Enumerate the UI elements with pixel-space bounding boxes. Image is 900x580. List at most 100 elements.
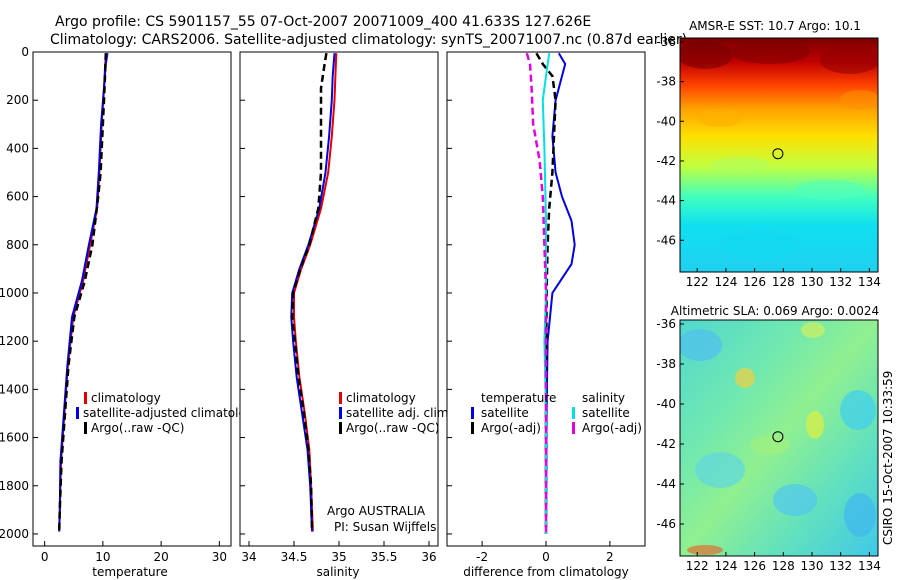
temperature-line-argo-raw-qc: [57, 53, 108, 532]
temperature-xlabel: temperature: [92, 565, 167, 579]
salinity-annotation-line2: PI: Susan Wijffels: [334, 520, 436, 534]
temperature-series: [57, 53, 109, 532]
salinity-xtick-label: 35: [331, 550, 346, 564]
difference-xtick-label: -2: [476, 550, 488, 564]
difference-legend-temperature-header: temperature: [481, 391, 556, 405]
difference-legend-sal-argo: Argo(-adj): [582, 421, 642, 435]
sla-argo-marker: [772, 431, 784, 443]
salinity-panel: 34 34.5 35 35.5 36 salinity climatology sate…: [239, 51, 452, 579]
sst_map-xtick-label: 130: [801, 275, 824, 289]
sst-argo-marker: [772, 148, 784, 160]
sst-map-frame: [679, 37, 879, 273]
sla_map-ytick-label: -42: [656, 437, 676, 451]
temperature-axes-frame: [32, 51, 232, 547]
salinity-legend-argo: Argo(..raw -QC): [346, 421, 439, 435]
salinity-ticks: 34 34.5 35 35.5 36: [240, 51, 437, 564]
sst_map-xtick-label: 128: [772, 275, 795, 289]
temperature-legend-argo-swatch: [84, 422, 87, 434]
pressure-ytick-label: 2000: [0, 527, 29, 541]
salinity-xtick-label: 34.5: [281, 550, 308, 564]
temperature-legend-argo: Argo(..raw -QC): [91, 421, 184, 435]
salinity-legend-argo-swatch: [339, 422, 342, 434]
pressure-ytick-label: 1800: [0, 479, 29, 493]
sst_map-ytick-label: -40: [656, 114, 676, 128]
pressure-ytick-label: 600: [6, 190, 29, 204]
pressure-ytick-label: 200: [6, 93, 29, 107]
sla_map-ytick-label: -40: [656, 397, 676, 411]
sla_map-xtick-label: 130: [801, 559, 824, 573]
sst_map-ytick-label: -44: [656, 194, 676, 208]
difference-legend: temperature satellite Argo(-adj) salinit…: [471, 391, 642, 435]
temperature-xtick-label: 10: [95, 550, 110, 564]
sla_map-xtick-label: 122: [686, 559, 709, 573]
header-line1: Argo profile: CS 5901157_55 07-Oct-2007 …: [55, 14, 591, 30]
difference-ticks: -2 0 2: [447, 51, 614, 564]
pressure-ytick-label: 0: [21, 45, 29, 59]
temperature-ticks: 0 10 20 30 0 200 400 600 800 1000 1200 1400 1600 1800…: [0, 45, 227, 564]
pressure-ytick-label: 1200: [0, 334, 29, 348]
sla-map-panel: Altimetric SLA: 0.069 Argo: 0.0024 122 12…: [656, 304, 880, 573]
difference-xtick-label: 2: [606, 550, 614, 564]
difference-legend-temp-argo: Argo(-adj): [481, 421, 541, 435]
sla_map-xtick-label: 128: [772, 559, 795, 573]
sla_map-xtick-label: 132: [829, 559, 852, 573]
sst_map-xtick-label: 126: [743, 275, 766, 289]
difference-legend-sal-argo-swatch: [572, 422, 575, 434]
salinity-annotation-line1: Argo AUSTRALIA: [327, 504, 426, 518]
sla_map-xtick-label: 126: [743, 559, 766, 573]
sla-map-frame: [679, 319, 879, 557]
pressure-ytick-label: 400: [6, 141, 29, 155]
temperature-legend-climatology: climatology: [91, 391, 161, 405]
sla_map-ytick-label: -46: [656, 517, 676, 531]
sst-map-panel: AMSR-E SST: 10.7 Argo: 10.1 122 124 126 128…: [656, 19, 880, 289]
sst-map-ticks: 122 124 126 128 130 132 134 -36 -38 -40 -42 -44 -46: [656, 35, 880, 289]
difference-legend-sal-satellite: satellite: [582, 406, 630, 420]
difference-xtick-label: 0: [542, 550, 550, 564]
difference-series: [525, 52, 576, 535]
sla-map-title: Altimetric SLA: 0.069 Argo: 0.0024: [671, 304, 879, 318]
sla-map-ticks: 122 124 126 128 130 132 134 -36 -38 -40 -42 -44 -46: [656, 317, 880, 573]
salinity-legend: climatology satellite adj. clim. Argo(..…: [339, 391, 452, 435]
sst_map-xtick-label: 134: [858, 275, 881, 289]
sst_map-ytick-label: -46: [656, 233, 676, 247]
sla_map-ytick-label: -44: [656, 477, 676, 491]
salinity-legend-satellite: satellite adj. clim.: [346, 406, 452, 420]
temperature-xtick-label: 20: [153, 550, 168, 564]
salinity-legend-climatology: climatology: [346, 391, 416, 405]
temperature-legend-satellite-swatch: [76, 407, 79, 419]
pressure-ytick-label: 1600: [0, 431, 29, 445]
pressure-ytick-label: 1400: [0, 382, 29, 396]
salinity-xlabel: salinity: [316, 565, 359, 579]
sla_map-ytick-label: -36: [656, 317, 676, 331]
difference-line-salinity-argo-adj: [525, 52, 548, 534]
difference-legend-temp-satellite: satellite: [481, 406, 529, 420]
sla_map-xtick-label: 124: [714, 559, 737, 573]
difference-legend-salinity-header: salinity: [582, 391, 625, 405]
difference-xlabel: difference from climatology: [463, 565, 629, 579]
sst_map-ytick-label: -42: [656, 154, 676, 168]
sst-map-title: AMSR-E SST: 10.7 Argo: 10.1: [689, 19, 861, 33]
difference-line-salinity-satellite: [541, 53, 551, 534]
sst_map-xtick-label: 124: [714, 275, 737, 289]
footer-stamp: CSIRO 15-Oct-2007 10:33:59: [881, 371, 895, 545]
difference-line-temperature-satellite: [545, 52, 576, 535]
salinity-xtick-label: 34: [241, 550, 256, 564]
temperature-panel: 0 10 20 30 0 200 400 600 800 1000 1200 1400 1600 1800…: [0, 45, 261, 579]
salinity-xtick-label: 36: [421, 550, 436, 564]
difference-legend-temp-argo-swatch: [471, 422, 474, 434]
salinity-legend-climatology-swatch: [339, 392, 342, 404]
salinity-xtick-label: 35.5: [371, 550, 398, 564]
sst_map-xtick-label: 122: [686, 275, 709, 289]
difference-legend-sal-satellite-swatch: [572, 407, 575, 419]
temperature-xtick-label: 30: [212, 550, 227, 564]
temperature-xtick-label: 0: [41, 550, 49, 564]
temperature-legend: climatology satellite-adjusted climatolo…: [76, 391, 261, 435]
sst_map-ytick-label: -36: [656, 35, 676, 49]
pressure-ytick-label: 1000: [0, 286, 29, 300]
difference-panel: -2 0 2 difference from climatology tempera…: [446, 51, 646, 579]
difference-legend-temp-satellite-swatch: [471, 407, 474, 419]
difference-line-temperature-argo-adj: [535, 52, 557, 534]
salinity-legend-satellite-swatch: [339, 407, 342, 419]
temperature-legend-climatology-swatch: [84, 392, 87, 404]
